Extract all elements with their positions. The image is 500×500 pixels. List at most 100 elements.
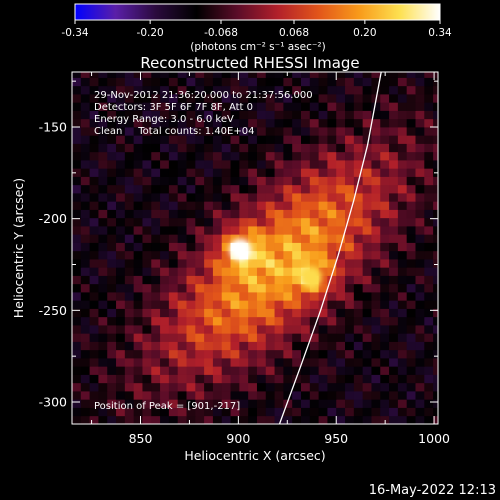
heatmap-cell bbox=[265, 391, 275, 400]
heatmap-cell bbox=[300, 151, 311, 161]
heatmap-cell bbox=[80, 407, 91, 417]
heatmap-cell bbox=[336, 349, 346, 359]
heatmap-cell bbox=[389, 72, 399, 78]
heatmap-cell bbox=[380, 292, 390, 301]
heatmap-cell bbox=[89, 275, 99, 285]
x-tick-label: 850 bbox=[129, 431, 153, 446]
heatmap-cell bbox=[265, 333, 275, 342]
heatmap-cell bbox=[89, 283, 99, 293]
heatmap-cell bbox=[389, 85, 399, 95]
heatmap-cell bbox=[353, 283, 364, 293]
heatmap-cell bbox=[80, 226, 91, 235]
heatmap-cell bbox=[380, 407, 390, 417]
heatmap-cell bbox=[168, 143, 179, 153]
heatmap-cell bbox=[327, 127, 337, 136]
heatmap-cell bbox=[345, 316, 355, 326]
heatmap-cell bbox=[186, 349, 196, 359]
heatmap-cell bbox=[248, 283, 258, 293]
heatmap-cell bbox=[256, 267, 267, 276]
heatmap-cell bbox=[116, 209, 126, 219]
heatmap-cell bbox=[265, 160, 275, 169]
heatmap-cell bbox=[353, 366, 364, 375]
heatmap-cell bbox=[80, 259, 91, 268]
heatmap-cell bbox=[177, 226, 187, 235]
heatmap-cell bbox=[212, 217, 223, 227]
heatmap-cell bbox=[107, 366, 117, 375]
heatmap-cell bbox=[256, 127, 267, 136]
heatmap-cell bbox=[221, 292, 231, 301]
heatmap-cell bbox=[98, 85, 108, 95]
heatmap-cell bbox=[283, 292, 293, 301]
heatmap-cell bbox=[415, 316, 425, 326]
heatmap-cell bbox=[107, 292, 117, 301]
heatmap-cell bbox=[72, 391, 82, 400]
heatmap-cell bbox=[345, 358, 355, 367]
heatmap-cell bbox=[283, 366, 293, 375]
heatmap-cell bbox=[265, 259, 275, 268]
heatmap-cell bbox=[107, 382, 117, 392]
heatmap-cell bbox=[318, 308, 328, 318]
heatmap-cell bbox=[265, 127, 275, 136]
heatmap-cell bbox=[89, 110, 99, 120]
heatmap-cell bbox=[283, 143, 293, 153]
heatmap-cell bbox=[160, 382, 170, 392]
heatmap-cell bbox=[142, 160, 152, 169]
heatmap-cell bbox=[151, 325, 161, 334]
heatmap-cell bbox=[142, 201, 152, 210]
heatmap-cell bbox=[177, 341, 187, 351]
heatmap-cell bbox=[274, 283, 284, 293]
heatmap-cell bbox=[283, 349, 293, 359]
heatmap-cell bbox=[336, 184, 346, 194]
heatmap-cell bbox=[389, 118, 399, 128]
heatmap-cell bbox=[300, 72, 311, 78]
heatmap-cell bbox=[380, 184, 390, 194]
heatmap-cell bbox=[107, 127, 117, 136]
heatmap-cell bbox=[433, 382, 438, 392]
heatmap-cell bbox=[89, 160, 99, 169]
heatmap-cell bbox=[318, 217, 328, 227]
colorbar bbox=[74, 3, 441, 21]
heatmap-cell bbox=[195, 259, 205, 268]
heatmap-cell bbox=[283, 217, 293, 227]
heatmap-cell bbox=[406, 259, 416, 268]
heatmap-cell bbox=[300, 209, 311, 219]
heatmap-cell bbox=[124, 308, 135, 318]
heatmap-cell bbox=[389, 250, 399, 260]
heatmap-cell bbox=[300, 250, 311, 260]
heatmap-cell bbox=[353, 151, 364, 161]
heatmap-cell bbox=[318, 415, 328, 424]
heatmap-cell bbox=[72, 85, 82, 95]
heatmap-cell bbox=[424, 94, 434, 103]
heatmap-cell bbox=[204, 209, 214, 219]
heatmap-cell bbox=[292, 193, 302, 202]
heatmap-cell bbox=[177, 292, 187, 301]
heatmap-cell bbox=[265, 209, 275, 219]
heatmap-cell bbox=[133, 110, 143, 120]
heatmap-cell bbox=[309, 333, 320, 342]
heatmap-cell bbox=[212, 399, 223, 408]
heatmap-cell bbox=[80, 201, 91, 210]
heatmap-cell bbox=[124, 316, 135, 326]
heatmap-cell bbox=[389, 193, 399, 202]
heatmap-cell bbox=[309, 300, 320, 309]
heatmap-cell bbox=[265, 184, 275, 194]
heatmap-cell bbox=[397, 292, 408, 301]
heatmap-cell bbox=[406, 275, 416, 285]
heatmap-cell bbox=[371, 341, 381, 351]
heatmap-cell bbox=[186, 110, 196, 120]
heatmap-cell bbox=[424, 118, 434, 128]
heatmap-cell bbox=[309, 72, 320, 78]
heatmap-cell bbox=[362, 407, 372, 417]
heatmap-cell bbox=[98, 382, 108, 392]
heatmap-cell bbox=[186, 267, 196, 276]
heatmap-cell bbox=[309, 391, 320, 400]
heatmap-cell bbox=[80, 193, 91, 202]
heatmap-cell bbox=[151, 135, 161, 144]
heatmap-cell bbox=[186, 358, 196, 367]
heatmap-cell bbox=[283, 283, 293, 293]
heatmap-cell bbox=[300, 135, 311, 144]
heatmap-cell bbox=[151, 168, 161, 177]
heatmap-cell bbox=[124, 341, 135, 351]
heatmap-cell bbox=[292, 308, 302, 318]
heatmap-cell bbox=[230, 275, 240, 285]
